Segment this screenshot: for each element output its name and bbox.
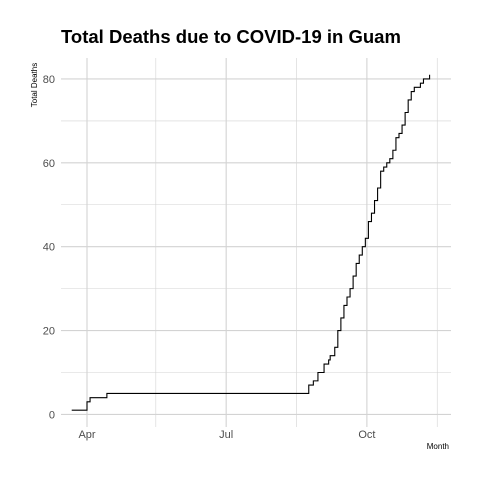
x-axis-ticks: Apr Jul Oct [78, 429, 375, 441]
x-axis-label: Month [427, 442, 449, 451]
y-tick-label: 80 [43, 74, 55, 86]
y-tick-label: 60 [43, 158, 55, 170]
x-tick-label: Oct [358, 429, 375, 441]
y-axis-ticks: 0 20 40 60 80 [43, 74, 55, 421]
y-tick-label: 0 [49, 409, 55, 421]
x-tick-label: Apr [78, 429, 95, 441]
y-tick-label: 40 [43, 242, 55, 254]
x-tick-label: Jul [219, 429, 233, 441]
y-axis-label: Total Deaths [30, 63, 39, 107]
series-line [71, 74, 431, 411]
data-series [71, 74, 431, 411]
chart-title: Total Deaths due to COVID-19 in Guam [61, 26, 401, 47]
grid-lines [61, 58, 451, 427]
y-tick-label: 20 [43, 326, 55, 338]
